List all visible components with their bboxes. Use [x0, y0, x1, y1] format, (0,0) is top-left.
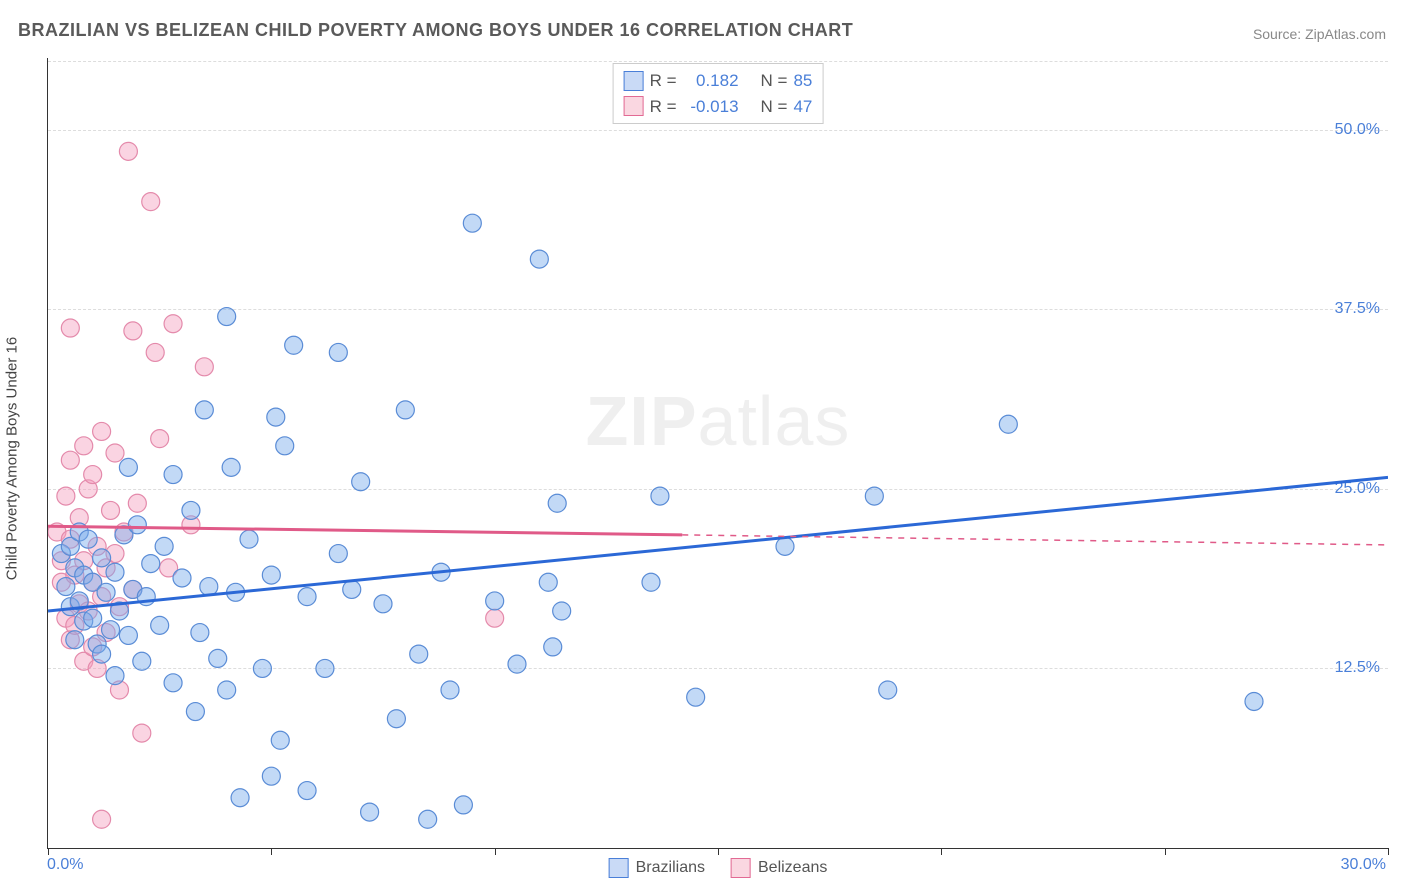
y-tick-label: 25.0%: [1335, 480, 1380, 498]
legend-row-brazilians: R = 0.182 N = 85: [624, 68, 813, 94]
y-tick-label: 37.5%: [1335, 300, 1380, 318]
chart-svg: [48, 58, 1388, 848]
plot-area: ZIPatlas 12.5% 25.0% 37.5% 50.0% R = 0.182 …: [47, 58, 1388, 849]
x-axis-max-label: 30.0%: [1341, 856, 1386, 874]
y-tick-label: 50.0%: [1335, 121, 1380, 139]
y-axis-title: Child Poverty Among Boys Under 16: [4, 337, 21, 580]
y-tick-label: 12.5%: [1335, 659, 1380, 677]
swatch-pink-icon: [624, 96, 644, 116]
x-axis-min-label: 0.0%: [47, 856, 83, 874]
correlation-legend: R = 0.182 N = 85 R = -0.013 N = 47: [613, 63, 824, 124]
legend-row-belizeans: R = -0.013 N = 47: [624, 94, 813, 120]
series-legend: Brazilians Belizeans: [609, 858, 828, 878]
legend-item-brazilians: Brazilians: [609, 858, 705, 878]
swatch-blue-icon: [609, 858, 629, 878]
swatch-blue-icon: [624, 71, 644, 91]
watermark: ZIPatlas: [586, 381, 851, 461]
source-label: Source: ZipAtlas.com: [1253, 26, 1386, 42]
legend-item-belizeans: Belizeans: [731, 858, 827, 878]
swatch-pink-icon: [731, 858, 751, 878]
chart-title: BRAZILIAN VS BELIZEAN CHILD POVERTY AMON…: [18, 20, 853, 41]
